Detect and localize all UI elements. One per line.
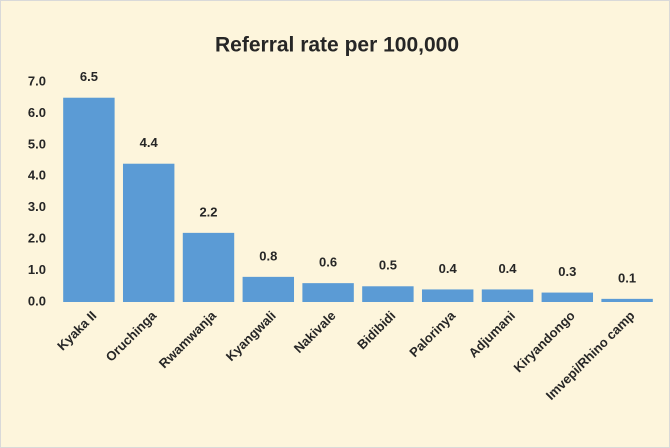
bar (481, 289, 534, 302)
bar (63, 97, 115, 302)
y-tick-label: 0.0 (28, 293, 46, 308)
y-tick-label: 5.0 (28, 136, 46, 151)
y-tick-label: 7.0 (28, 73, 46, 88)
bar (421, 289, 474, 302)
y-tick-label: 6.0 (28, 105, 46, 120)
bar (242, 276, 295, 302)
value-label: 6.5 (80, 69, 98, 84)
y-tick-label: 4.0 (28, 168, 46, 183)
value-label: 0.4 (498, 261, 517, 276)
value-label: 4.4 (140, 135, 159, 150)
bar (362, 286, 414, 302)
bar (302, 283, 354, 302)
y-tick-label: 1.0 (28, 262, 46, 277)
bar (182, 232, 235, 302)
bar (541, 292, 594, 302)
chart-title: Referral rate per 100,000 (215, 34, 459, 57)
bar (122, 163, 175, 302)
value-label: 0.1 (618, 270, 636, 285)
value-label: 0.3 (558, 264, 576, 279)
value-label: 0.6 (319, 255, 337, 270)
value-label: 2.2 (199, 204, 217, 219)
bar (601, 298, 653, 302)
y-tick-label: 3.0 (28, 199, 46, 214)
y-tick-label: 2.0 (28, 231, 46, 246)
value-label: 0.8 (259, 248, 277, 263)
value-label: 0.5 (379, 258, 397, 273)
value-label: 0.4 (439, 261, 458, 276)
